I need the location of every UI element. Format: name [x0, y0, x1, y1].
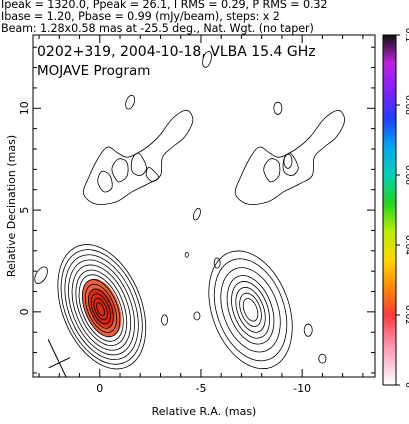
colorbar-tick-label: 0.04 [403, 235, 409, 255]
contour-island [202, 51, 212, 68]
colorbar-tick-label: 0 [403, 382, 409, 388]
core-contour-0-5 [75, 269, 128, 346]
colorbar-ticks: 0 0.02 0.04 0.06 0.08 0.1 [396, 28, 409, 388]
plot-title: 0202+319, 2004-10-18, VLBA 15.4 GHz [37, 44, 316, 60]
core-contour-0-4 [71, 264, 132, 351]
header-line-1: Ipeak = 1320.0, Ppeak = 26.1, I RMS = 0.… [1, 0, 328, 11]
core-contour-1-0 [208, 250, 293, 370]
x-tick-label: 0 [96, 382, 103, 395]
core-contour-0-11 [93, 297, 108, 321]
jet-inner-contour-0 [111, 158, 129, 183]
colorbar-tick-label: 0.06 [403, 165, 409, 185]
core-contour-0-6 [78, 274, 124, 342]
core-contour-0-10 [90, 293, 111, 325]
y-tick-label: 0 [18, 308, 31, 315]
core-contour-1-4 [231, 281, 271, 339]
core-contour-1-7 [242, 298, 259, 322]
core-contour-0-12 [96, 302, 105, 317]
core-contour-0-2 [64, 254, 139, 360]
x-axis-label: Relative R.A. (mas) [152, 405, 257, 418]
jet-inner-contour-0 [145, 166, 159, 183]
core-contour-1-3 [226, 275, 275, 345]
core-contour-0-8 [84, 283, 118, 333]
x-tick-label: -10 [293, 382, 311, 395]
plot-subtitle: MOJAVE Program [37, 63, 150, 79]
contour-island [283, 153, 293, 169]
jet-inner-contour-1 [282, 152, 299, 176]
contour-island [303, 323, 313, 337]
core-contour-0-7 [81, 279, 121, 338]
contour-island [161, 314, 168, 326]
colorbar-tick-label: 0.1 [403, 28, 409, 42]
jet-inner-contour-0 [97, 170, 113, 193]
jet-inner-contour-1 [263, 158, 281, 183]
header-line-2: Ibase = 1.20, Pbase = 0.99 (mJy/beam), s… [1, 10, 280, 23]
core-contour-1-2 [220, 267, 281, 353]
y-axis-label: Relative Decination (mas) [5, 135, 18, 277]
core-contour-1-6 [239, 292, 262, 327]
jet-outer-contour-0 [82, 109, 194, 205]
contour-island [318, 353, 327, 364]
core-contour-0-0 [57, 244, 147, 370]
polarization-fill-inner [88, 288, 115, 328]
y-tick-label: 5 [18, 207, 31, 214]
contour-island [184, 252, 189, 258]
core-contour-0-3 [68, 259, 135, 356]
colorbar-tick-label: 0.02 [403, 305, 409, 325]
beam-minor-axis [48, 357, 71, 369]
y-tick-label: 10 [18, 101, 31, 115]
contour-island [192, 207, 201, 221]
contour-layer [34, 51, 346, 377]
contour-island [34, 266, 48, 284]
x-tick-label: -5 [195, 382, 206, 395]
contour-island [193, 311, 201, 321]
core-contour-1-1 [213, 258, 288, 362]
core-contour-0-1 [60, 249, 143, 365]
header-line-3: Beam: 1.28x0.58 mas at -25.5 deg., Nat. … [1, 22, 314, 35]
colorbar [382, 34, 397, 386]
contour-island [125, 94, 136, 110]
colorbar-tick-label: 0.08 [403, 95, 409, 115]
plot-frame [32, 34, 376, 378]
jet-inner-contour-0 [130, 152, 147, 176]
core-contour-0-9 [88, 288, 114, 329]
jet-outer-contour-1 [234, 109, 346, 205]
contour-island [213, 257, 221, 269]
core-contour-1-5 [235, 286, 266, 333]
contour-island [273, 101, 283, 115]
axes-group: 0 -5 -10 0 5 10 [18, 35, 375, 395]
